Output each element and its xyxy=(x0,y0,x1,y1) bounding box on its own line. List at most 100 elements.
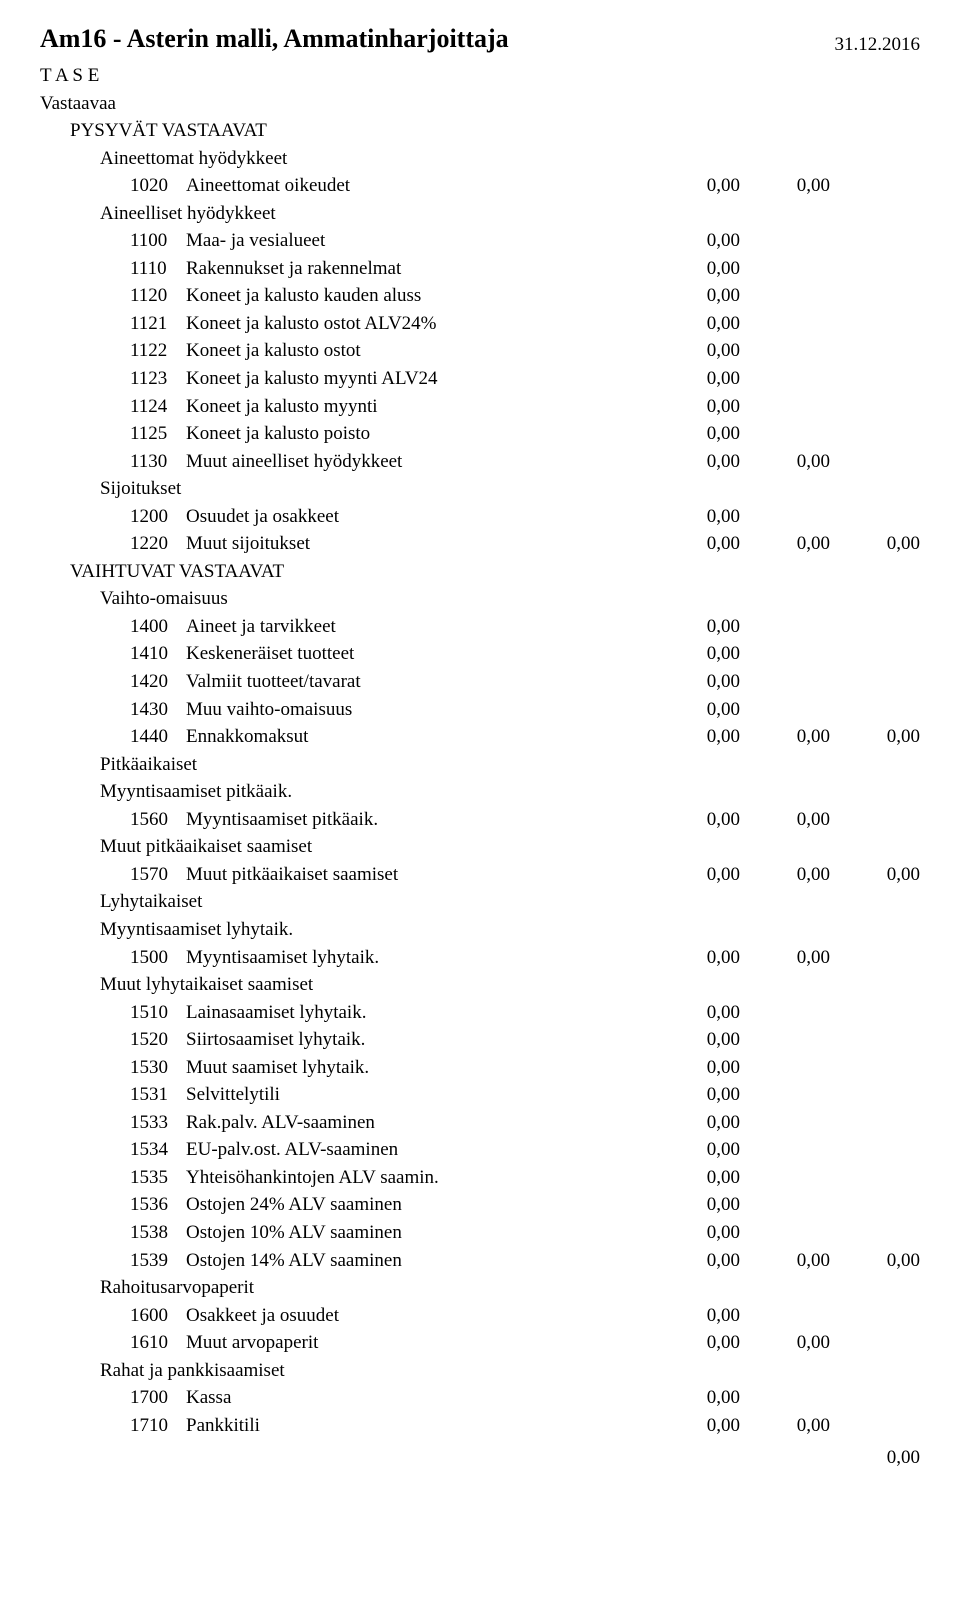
account-label: VAIHTUVAT VASTAAVAT xyxy=(70,558,650,586)
balance-row: 1430 Muu vaihto-omaisuus0,00 xyxy=(40,696,920,724)
account-label: Koneet ja kalusto ostot xyxy=(186,337,650,365)
amount-col-1: 0,00 xyxy=(650,1247,740,1275)
balance-row: 1125 Koneet ja kalusto poisto0,00 xyxy=(40,420,920,448)
account-code: 1200 xyxy=(130,503,186,531)
account-label: Myyntisaamiset pitkäaik. xyxy=(100,778,650,806)
account-label: Valmiit tuotteet/tavarat xyxy=(186,668,650,696)
balance-row: 1020 Aineettomat oikeudet0,000,00 xyxy=(40,172,920,200)
amount-col-1: 0,00 xyxy=(650,861,740,889)
amount-col-2: 0,00 xyxy=(740,1247,830,1275)
account-label: Aineelliset hyödykkeet xyxy=(100,200,650,228)
balance-row: 1539 Ostojen 14% ALV saaminen0,000,000,0… xyxy=(40,1247,920,1275)
balance-row: 1600 Osakkeet ja osuudet0,00 xyxy=(40,1302,920,1330)
account-label: T A S E xyxy=(40,62,650,90)
account-code: 1020 xyxy=(130,172,186,200)
amount-col-1: 0,00 xyxy=(650,1164,740,1192)
account-label: Myyntisaamiset lyhytaik. xyxy=(186,944,650,972)
amount-col-1: 0,00 xyxy=(650,1109,740,1137)
account-label: Aineet ja tarvikkeet xyxy=(186,613,650,641)
bottom-total-row: 0,00 xyxy=(40,1447,920,1469)
account-label: Ostojen 10% ALV saaminen xyxy=(186,1219,650,1247)
account-code: 1538 xyxy=(130,1219,186,1247)
amount-col-3: 0,00 xyxy=(830,723,920,751)
amount-col-1: 0,00 xyxy=(650,723,740,751)
account-code: 1120 xyxy=(130,282,186,310)
account-label: Ostojen 24% ALV saaminen xyxy=(186,1191,650,1219)
balance-row: Myyntisaamiset lyhytaik. xyxy=(40,916,920,944)
account-label: Rahoitusarvopaperit xyxy=(100,1274,650,1302)
amount-col-1: 0,00 xyxy=(650,365,740,393)
amount-col-3: 0,00 xyxy=(830,861,920,889)
amount-col-1: 0,00 xyxy=(650,613,740,641)
account-code: 1130 xyxy=(130,448,186,476)
account-label: Koneet ja kalusto poisto xyxy=(186,420,650,448)
account-label: Sijoitukset xyxy=(100,475,650,503)
account-label: Aineettomat oikeudet xyxy=(186,172,650,200)
balance-row: 1520 Siirtosaamiset lyhytaik.0,00 xyxy=(40,1026,920,1054)
account-code: 1610 xyxy=(130,1329,186,1357)
account-code: 1710 xyxy=(130,1412,186,1440)
balance-row: 1420 Valmiit tuotteet/tavarat0,00 xyxy=(40,668,920,696)
balance-row: 1570 Muut pitkäaikaiset saamiset0,000,00… xyxy=(40,861,920,889)
account-label: Osuudet ja osakkeet xyxy=(186,503,650,531)
amount-col-1: 0,00 xyxy=(650,503,740,531)
account-code: 1440 xyxy=(130,723,186,751)
balance-row: T A S E xyxy=(40,62,920,90)
balance-row: 1110 Rakennukset ja rakennelmat0,00 xyxy=(40,255,920,283)
amount-col-2: 0,00 xyxy=(740,530,830,558)
account-label: Maa- ja vesialueet xyxy=(186,227,650,255)
amount-col-1: 0,00 xyxy=(650,1026,740,1054)
account-code: 1560 xyxy=(130,806,186,834)
account-code: 1122 xyxy=(130,337,186,365)
account-code: 1535 xyxy=(130,1164,186,1192)
amount-col-1: 0,00 xyxy=(650,530,740,558)
amount-col-1: 0,00 xyxy=(650,1412,740,1440)
account-label: Muu vaihto-omaisuus xyxy=(186,696,650,724)
amount-col-1: 0,00 xyxy=(650,255,740,283)
balance-row: 1510 Lainasaamiset lyhytaik.0,00 xyxy=(40,999,920,1027)
balance-row: Vaihto-omaisuus xyxy=(40,585,920,613)
account-label: Lyhytaikaiset xyxy=(100,888,650,916)
account-label: Muut aineelliset hyödykkeet xyxy=(186,448,650,476)
balance-row: Rahat ja pankkisaamiset xyxy=(40,1357,920,1385)
account-code: 1539 xyxy=(130,1247,186,1275)
account-label: Kassa xyxy=(186,1384,650,1412)
account-label: Rahat ja pankkisaamiset xyxy=(100,1357,650,1385)
amount-col-1: 0,00 xyxy=(650,999,740,1027)
balance-row: Sijoitukset xyxy=(40,475,920,503)
balance-rows-container: T A S EVastaavaaPYSYVÄT VASTAAVAT Aineett… xyxy=(40,62,920,1439)
balance-row: 1535 Yhteisöhankintojen ALV saamin.0,00 xyxy=(40,1164,920,1192)
amount-col-1: 0,00 xyxy=(650,393,740,421)
amount-col-2: 0,00 xyxy=(740,448,830,476)
account-label: Rak.palv. ALV-saaminen xyxy=(186,1109,650,1137)
balance-row: 1123 Koneet ja kalusto myynti ALV240,00 xyxy=(40,365,920,393)
balance-row: 1538 Ostojen 10% ALV saaminen0,00 xyxy=(40,1219,920,1247)
balance-row: 1710 Pankkitili0,000,00 xyxy=(40,1412,920,1440)
amount-col-1: 0,00 xyxy=(650,337,740,365)
account-code: 1534 xyxy=(130,1136,186,1164)
account-code: 1124 xyxy=(130,393,186,421)
balance-row: 1530 Muut saamiset lyhytaik.0,00 xyxy=(40,1054,920,1082)
amount-col-1: 0,00 xyxy=(650,172,740,200)
balance-row: 1400 Aineet ja tarvikkeet0,00 xyxy=(40,613,920,641)
account-label: Pitkäaikaiset xyxy=(100,751,650,779)
account-code: 1100 xyxy=(130,227,186,255)
account-label: Muut lyhytaikaiset saamiset xyxy=(100,971,650,999)
account-code: 1400 xyxy=(130,613,186,641)
balance-row: Rahoitusarvopaperit xyxy=(40,1274,920,1302)
balance-row: 1410 Keskeneräiset tuotteet0,00 xyxy=(40,640,920,668)
account-code: 1121 xyxy=(130,310,186,338)
account-label: Ostojen 14% ALV saaminen xyxy=(186,1247,650,1275)
balance-row: PYSYVÄT VASTAAVAT xyxy=(40,117,920,145)
amount-col-2: 0,00 xyxy=(740,944,830,972)
balance-row: Lyhytaikaiset xyxy=(40,888,920,916)
account-label: Vastaavaa xyxy=(40,90,650,118)
balance-row: 1500 Myyntisaamiset lyhytaik.0,000,00 xyxy=(40,944,920,972)
amount-col-2: 0,00 xyxy=(740,723,830,751)
amount-col-2: 0,00 xyxy=(740,1412,830,1440)
account-label: Lainasaamiset lyhytaik. xyxy=(186,999,650,1027)
balance-row: Muut lyhytaikaiset saamiset xyxy=(40,971,920,999)
account-label: Muut pitkäaikaiset saamiset xyxy=(100,833,650,861)
amount-col-1: 0,00 xyxy=(650,668,740,696)
amount-col-1: 0,00 xyxy=(650,944,740,972)
